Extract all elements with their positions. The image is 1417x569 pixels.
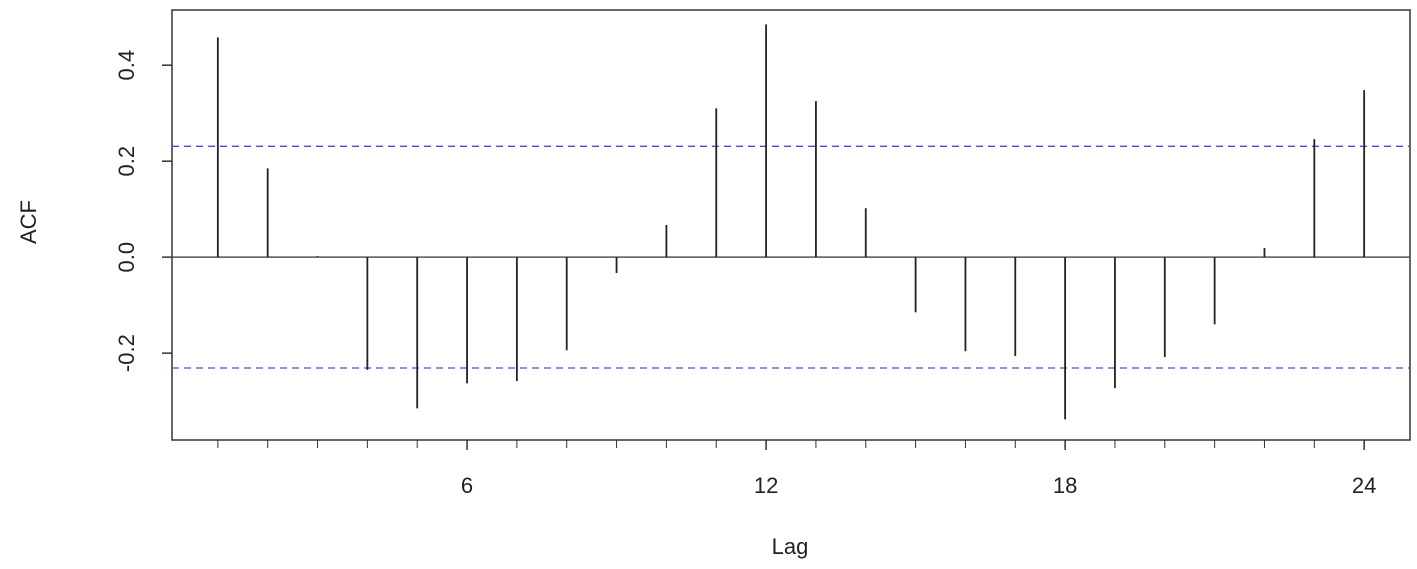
y-tick-label: 0.4 bbox=[114, 50, 139, 81]
x-tick-label: 18 bbox=[1053, 473, 1077, 498]
x-tick-label: 6 bbox=[461, 473, 473, 498]
x-axis-label: Lag bbox=[772, 534, 809, 559]
plot-frame bbox=[171, 9, 1411, 441]
x-tick-label: 24 bbox=[1352, 473, 1376, 498]
y-tick-label: 0.2 bbox=[114, 146, 139, 177]
y-tick-label: -0.2 bbox=[114, 334, 139, 372]
x-tick-label: 12 bbox=[754, 473, 778, 498]
y-tick-label: 0.0 bbox=[114, 242, 139, 273]
y-axis-label: ACF bbox=[16, 200, 41, 244]
